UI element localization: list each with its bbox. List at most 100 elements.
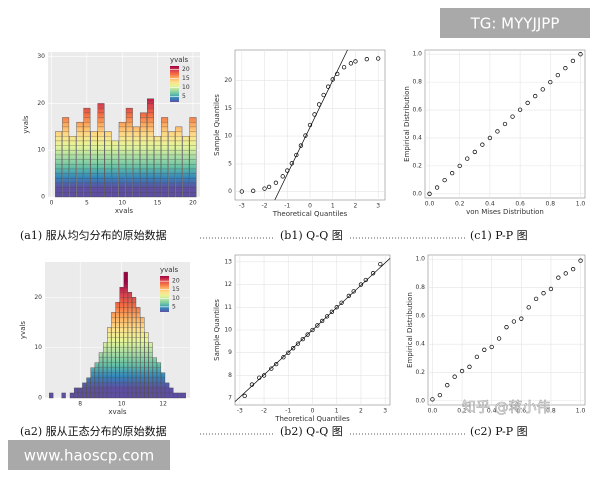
bar — [69, 392, 75, 399]
y-tick-label: 20 — [37, 100, 45, 107]
point — [541, 291, 546, 296]
y-tick-label: 0 — [38, 395, 42, 402]
point — [563, 66, 568, 71]
y-tick-label: 20 — [224, 77, 232, 84]
colorbar-title: yvals — [160, 266, 179, 274]
y-axis-title: Empirical Distribution — [406, 292, 414, 368]
bar — [111, 312, 116, 399]
colorbar-tick-label: 20 — [172, 278, 180, 285]
point — [339, 300, 344, 305]
bar — [175, 126, 183, 198]
y-tick-label: 13 — [224, 258, 232, 265]
x-tick-label: 0.4 — [485, 201, 495, 208]
x-tick-label: 0.2 — [455, 201, 465, 208]
point — [300, 336, 305, 342]
point — [334, 305, 339, 310]
point — [280, 174, 285, 179]
y-tick-label: 1.0 — [412, 51, 422, 58]
colorbar — [160, 276, 169, 312]
x-axis-title: xvals — [115, 207, 134, 215]
point — [510, 114, 515, 119]
point — [251, 188, 256, 193]
x-tick-label: 1.0 — [576, 201, 586, 208]
x-tick-label: 0.0 — [428, 408, 438, 415]
point — [321, 92, 326, 98]
y-tick-label: 0 — [41, 194, 45, 201]
plot-area — [427, 254, 586, 406]
watermark-box — [440, 8, 590, 38]
bar — [123, 271, 128, 399]
point — [445, 383, 450, 388]
bar — [156, 362, 162, 399]
y-tick-label: 10 — [224, 133, 232, 140]
y-axis-title: Empirical Distribution — [403, 86, 411, 162]
plot-area — [424, 49, 586, 199]
point — [370, 271, 376, 276]
point — [578, 258, 583, 263]
point — [540, 87, 545, 92]
point — [526, 305, 531, 310]
point — [517, 107, 523, 112]
x-tick-label: 0.2 — [457, 408, 467, 415]
point — [324, 314, 330, 319]
point — [320, 318, 325, 324]
y-tick-label: 12 — [224, 281, 232, 288]
point — [472, 149, 477, 155]
bar — [115, 302, 120, 399]
y-tick-label: 10 — [34, 344, 42, 351]
x-tick-label: 15 — [154, 200, 162, 207]
point — [533, 93, 538, 99]
caption: (a2) 服从正态分布的原始数据 — [20, 424, 167, 438]
colorbar-tick-label: 5 — [182, 93, 186, 100]
bar — [62, 117, 70, 198]
y-axis-title: Sample Quantiles — [213, 94, 221, 156]
point — [273, 180, 279, 185]
point — [242, 393, 247, 399]
bar — [132, 126, 140, 198]
y-axis-title: yvals — [22, 115, 30, 134]
x-axis-title: xvals — [108, 408, 127, 416]
bar — [181, 392, 186, 399]
x-tick-label: 3 — [376, 203, 380, 210]
point — [450, 170, 455, 176]
colorbar-title: yvals — [170, 56, 189, 64]
point — [480, 142, 485, 147]
point — [495, 129, 500, 134]
point — [437, 392, 442, 398]
point — [294, 152, 299, 158]
y-tick-label: 0.2 — [415, 369, 425, 376]
y-tick-label: 8 — [228, 372, 232, 379]
x-axis-title: von Mises Distribution — [466, 208, 544, 216]
x-tick-label: -3 — [239, 203, 245, 210]
point — [261, 373, 267, 378]
watermark-box — [8, 440, 170, 470]
point — [533, 296, 539, 302]
y-tick-label: 1.0 — [415, 256, 425, 263]
caption: (b1) Q-Q 图 — [280, 229, 343, 242]
colorbar-tick-label: 10 — [182, 84, 190, 91]
point — [257, 375, 262, 380]
y-tick-label: 0.4 — [415, 341, 425, 348]
bar — [83, 107, 91, 198]
y-tick-label: 5 — [228, 160, 232, 167]
point — [329, 309, 335, 314]
point — [281, 355, 286, 360]
watermark: www.haoscp.com — [24, 447, 154, 465]
point — [427, 191, 432, 196]
x-tick-label: 0.6 — [515, 201, 525, 208]
point — [305, 332, 310, 337]
y-tick-label: 11 — [224, 304, 232, 311]
x-tick-label: -2 — [262, 203, 268, 210]
point — [578, 52, 583, 57]
x-tick-label: 0 — [308, 203, 312, 210]
x-tick-label: 0 — [50, 200, 54, 207]
point — [335, 71, 340, 77]
y-tick-label: 0.8 — [415, 284, 425, 291]
bar — [61, 392, 66, 399]
point — [525, 100, 530, 106]
x-tick-label: 0 — [311, 408, 315, 415]
point — [570, 58, 576, 64]
point — [489, 344, 494, 350]
point — [504, 325, 509, 330]
point — [346, 293, 351, 299]
